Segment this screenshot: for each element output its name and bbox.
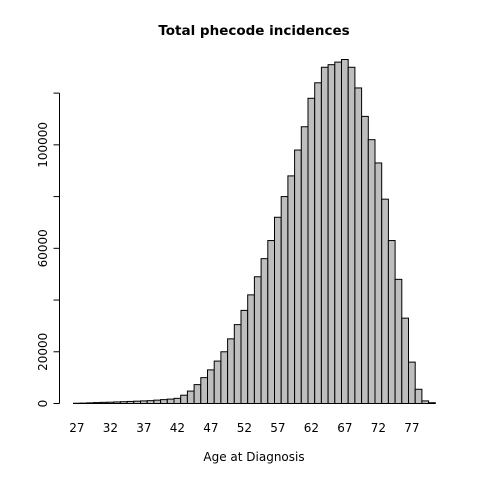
bar-age-42 xyxy=(173,397,182,404)
bar-age-62 xyxy=(307,97,316,405)
bar-age-77 xyxy=(408,361,416,404)
x-tick-label: 42 xyxy=(170,421,185,435)
bar-age-44 xyxy=(186,390,195,404)
bar-age-39 xyxy=(153,399,162,405)
bar-age-43 xyxy=(180,394,188,405)
x-tick-label: 52 xyxy=(237,421,252,435)
bar-age-79 xyxy=(421,400,430,405)
bar-age-65 xyxy=(327,64,336,404)
bars-group xyxy=(73,59,436,405)
bar-age-33 xyxy=(113,401,121,405)
bar-age-70 xyxy=(361,115,369,405)
bar-age-68 xyxy=(347,66,356,404)
y-tick-label: 20000 xyxy=(36,333,50,371)
bar-age-72 xyxy=(374,162,383,404)
bar-age-76 xyxy=(401,317,409,404)
bar-age-67 xyxy=(341,59,349,404)
x-tick-label: 62 xyxy=(304,421,319,435)
y-tick-label: 60000 xyxy=(36,229,50,267)
bar-age-64 xyxy=(320,66,329,404)
bar-age-49 xyxy=(220,351,229,404)
bar-age-36 xyxy=(133,400,142,405)
bar-age-50 xyxy=(227,338,235,404)
bar-age-78 xyxy=(414,388,423,404)
bar-age-66 xyxy=(334,61,342,405)
x-tick-label: 57 xyxy=(270,421,285,435)
y-axis: 0 20000 60000 100000 xyxy=(36,92,60,408)
x-tick-label: 47 xyxy=(203,421,218,435)
x-tick-label: 72 xyxy=(371,421,386,435)
bar-age-37 xyxy=(140,400,148,405)
bar-age-29 xyxy=(86,402,95,405)
x-axis: 27 32 37 42 47 52 57 62 67 72 77 xyxy=(69,421,419,435)
bar-age-34 xyxy=(119,401,128,405)
bar-age-55 xyxy=(260,258,269,404)
bar-age-47 xyxy=(207,369,215,405)
bar-age-59 xyxy=(287,175,296,404)
x-axis-label: Age at Diagnosis xyxy=(203,450,304,464)
bar-age-48 xyxy=(213,360,222,404)
bar-age-69 xyxy=(354,87,363,404)
x-tick-label: 77 xyxy=(404,421,419,435)
bar-age-32 xyxy=(106,401,115,404)
bar-age-57 xyxy=(274,216,282,404)
bar-age-60 xyxy=(294,149,302,404)
bar-age-30 xyxy=(93,402,101,404)
bar-age-45 xyxy=(193,384,202,404)
bar-age-54 xyxy=(253,276,262,405)
x-tick-label: 32 xyxy=(103,421,118,435)
bar-age-46 xyxy=(200,377,209,405)
chart-title: Total phecode incidences xyxy=(158,23,349,39)
bar-age-73 xyxy=(381,198,389,404)
bar-age-63 xyxy=(314,82,322,404)
bar-age-51 xyxy=(233,324,242,404)
bar-age-31 xyxy=(99,401,108,404)
bar-age-53 xyxy=(247,294,255,404)
x-tick-label: 27 xyxy=(69,421,84,435)
x-tick-label: 67 xyxy=(337,421,352,435)
bar-age-35 xyxy=(126,400,135,404)
bar-age-61 xyxy=(300,126,309,404)
x-tick-label: 37 xyxy=(136,421,151,435)
bar-age-75 xyxy=(394,278,403,405)
bar-age-40 xyxy=(160,399,168,404)
bar-age-80 xyxy=(428,402,436,405)
bar-age-56 xyxy=(267,240,275,404)
bar-age-74 xyxy=(387,240,396,404)
bar-age-71 xyxy=(367,139,376,404)
y-tick-label: 0 xyxy=(36,400,50,408)
bar-age-58 xyxy=(280,196,289,404)
bar-age-41 xyxy=(166,398,175,405)
bar-age-38 xyxy=(146,400,155,404)
bar-age-52 xyxy=(240,309,249,405)
y-tick-label: 100000 xyxy=(36,122,50,168)
